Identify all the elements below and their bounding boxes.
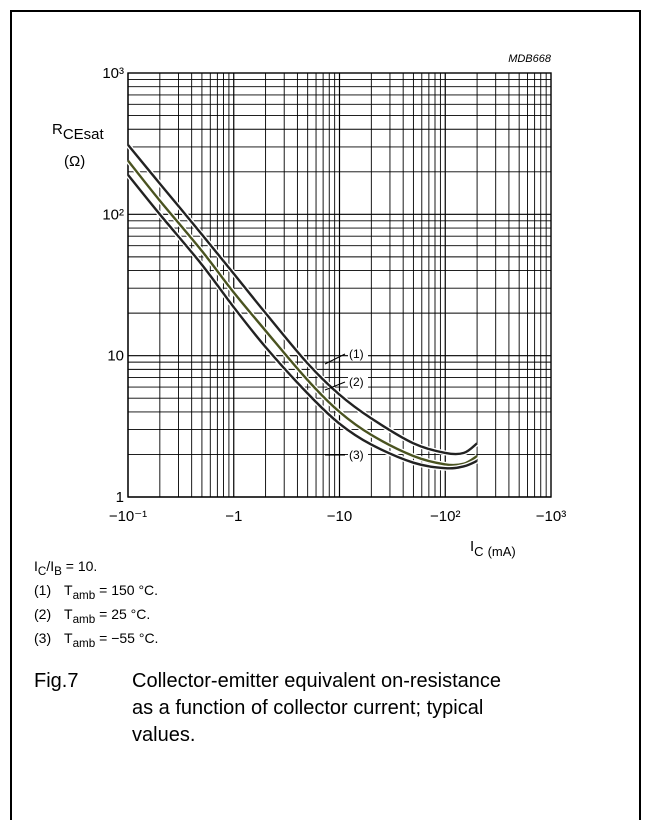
- note-subscript: amb: [72, 612, 96, 626]
- y-tick-label: 10³: [102, 65, 124, 82]
- series-halo: [126, 173, 479, 471]
- note-item: (1) Tamb = 150 °C.: [34, 578, 158, 602]
- x-tick-label: −10³: [536, 508, 566, 525]
- caption-text: Collector-emitter equivalent on-resistan…: [132, 670, 502, 746]
- note-value: = 25 °C.: [95, 606, 151, 622]
- note-subscript: amb: [72, 636, 96, 650]
- curve-label: (1): [349, 347, 364, 361]
- y-tick-label: 1: [116, 489, 124, 506]
- y-axis-label: RCEsat: [52, 121, 105, 143]
- plot-border: [127, 72, 552, 498]
- y-tick-label: 10²: [102, 206, 124, 223]
- note-item: (3) Tamb = −55 °C.: [34, 626, 158, 650]
- curve-labels: (1) (2) (3): [324, 345, 368, 462]
- curve-label: (2): [349, 375, 364, 389]
- callout-bg: [348, 446, 368, 461]
- notes: IC/IB = 10. (1) Tamb = 150 °C. (2) Tamb = …: [34, 554, 158, 650]
- grid: [127, 72, 552, 498]
- caption-label: Fig.7: [34, 670, 79, 692]
- note-number: (2): [34, 606, 52, 622]
- note-value: = −55 °C.: [95, 630, 159, 646]
- curve-label: (3): [349, 448, 364, 462]
- ratio-sub-b: B: [54, 564, 62, 578]
- note-item: (2) Tamb = 25 °C.: [34, 602, 158, 626]
- ratio-mid: /I: [46, 558, 55, 574]
- note-number: (3): [34, 630, 52, 646]
- y-axis-label-main: R: [52, 121, 63, 138]
- series-line-1: [127, 144, 478, 456]
- figure-code: MDB668: [508, 53, 552, 65]
- series-line-3: [127, 174, 478, 470]
- callout-line: [324, 353, 346, 365]
- x-tick-label: −10⁻¹: [109, 508, 147, 525]
- ratio-tail: = 10.: [61, 558, 98, 574]
- chart: −10⁻¹ −1 −10 −10² −10³ 1 10 10² 10³ (1) (2) (3) MD…: [52, 53, 566, 559]
- ratio-main: I: [34, 558, 38, 574]
- note-symbol: T: [64, 582, 73, 598]
- callout-bg: [348, 345, 368, 360]
- series-halo: [126, 143, 479, 457]
- note-value: = 150 °C.: [95, 582, 159, 598]
- callout-bg: [348, 373, 368, 388]
- x-axis-label-sub: C: [474, 544, 483, 559]
- x-axis-label: IC (mA): [470, 538, 516, 559]
- y-axis-unit: (Ω): [64, 153, 85, 170]
- x-axis-label-unit: (mA): [488, 544, 516, 559]
- note-subscript: amb: [72, 588, 96, 602]
- series: [126, 143, 479, 471]
- callout-line: [324, 381, 346, 391]
- note-symbol: T: [64, 630, 73, 646]
- x-tick-label: −10²: [430, 508, 460, 525]
- y-axis-label-sub: CEsat: [63, 126, 105, 143]
- ratio-note: IC/IB = 10.: [34, 554, 158, 578]
- figure-frame: [10, 10, 641, 820]
- x-tick-label: −10: [327, 508, 352, 525]
- ratio-sub-c: C: [37, 564, 47, 578]
- tick-labels: −10⁻¹ −1 −10 −10² −10³ 1 10 10² 10³: [102, 65, 566, 525]
- y-tick-label: 10: [107, 348, 124, 365]
- x-tick-label: −1: [225, 508, 242, 525]
- note-symbol: T: [64, 606, 73, 622]
- note-number: (1): [34, 582, 52, 598]
- series-line-2: [127, 159, 478, 467]
- x-axis-label-main: I: [470, 538, 474, 555]
